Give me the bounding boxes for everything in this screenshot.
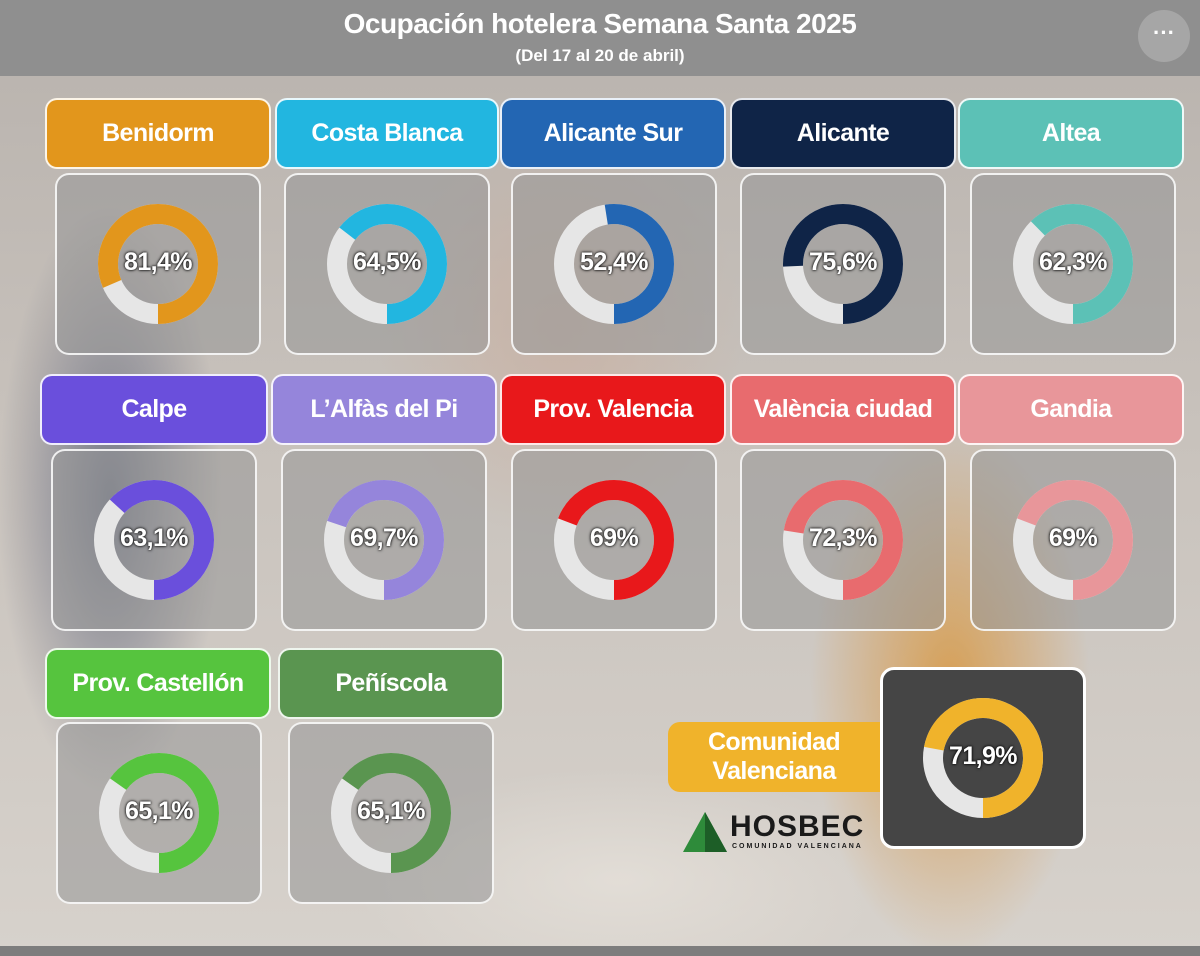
donut-slice (98, 204, 218, 324)
donut-slice (331, 753, 451, 873)
percentage-label: 64,5% (353, 248, 421, 276)
percentage-label: 72,3% (809, 524, 877, 552)
percentage-label: 65,1% (125, 797, 193, 825)
donut-slice (94, 480, 214, 600)
donut-slice (554, 204, 674, 324)
hosbec-logo: HOSBEC COMUNIDAD VALENCIANA (682, 808, 865, 858)
region-label: Prov. Castellón (45, 648, 271, 719)
donut-slice (1013, 204, 1133, 324)
region-label: Altea (958, 98, 1184, 169)
donut-slice (99, 753, 219, 873)
donut-chart (783, 204, 903, 324)
total-label-line1: Comunidad (707, 728, 841, 756)
percentage-label: 69,7% (350, 524, 418, 552)
donut-chart (923, 698, 1043, 818)
donut-panel: 69% (511, 449, 717, 631)
donut-panel: 64,5% (284, 173, 490, 355)
donut-chart (1013, 480, 1133, 600)
region-label: Costa Blanca (275, 98, 499, 169)
header-bar: Ocupación hotelera Semana Santa 2025 (De… (0, 0, 1200, 76)
donut-panel: 69,7% (281, 449, 487, 631)
donut-slice (923, 698, 1043, 818)
percentage-label: 69% (589, 524, 639, 552)
region-label: València ciudad (730, 374, 956, 445)
logo-triangle-icon (683, 812, 727, 852)
percentage-label: 65,1% (357, 797, 425, 825)
donut-panel: 63,1% (51, 449, 257, 631)
percentage-label: 52,4% (580, 248, 648, 276)
more-options-button[interactable]: ··· (1138, 10, 1190, 62)
region-label: L’Alfàs del Pi (271, 374, 497, 445)
donut-chart (327, 204, 447, 324)
total-label-line2: Valenciana (712, 757, 836, 785)
donut-chart (554, 204, 674, 324)
donut-chart (554, 480, 674, 600)
region-label: Alicante Sur (500, 98, 726, 169)
percentage-label: 81,4% (124, 248, 192, 276)
donut-panel: 62,3% (970, 173, 1176, 355)
chart-subtitle: (Del 17 al 20 de abril) (515, 46, 685, 65)
donut-chart (98, 204, 218, 324)
region-label: Benidorm (45, 98, 271, 169)
total-label: Comunidad Valenciana (668, 722, 880, 792)
donut-slice (327, 204, 447, 324)
region-label: Calpe (40, 374, 268, 445)
chart-title: Ocupación hotelera Semana Santa 2025 (343, 8, 857, 39)
donut-slice (324, 480, 444, 600)
region-label: Alicante (730, 98, 956, 169)
percentage-label: 62,3% (1039, 248, 1107, 276)
donut-panel: 72,3% (740, 449, 946, 631)
bottom-bar (0, 946, 1200, 956)
donut-panel: 69% (970, 449, 1176, 631)
donut-slice (783, 480, 903, 600)
percentage-label: 71,9% (949, 742, 1017, 770)
logo-text: HOSBEC (730, 810, 865, 843)
donut-slice (554, 480, 674, 600)
total-donut-panel: 71,9% (880, 667, 1086, 849)
donut-panel: 65,1% (288, 722, 494, 904)
donut-slice (783, 204, 903, 324)
donut-panel: 81,4% (55, 173, 261, 355)
region-label: Gandia (958, 374, 1184, 445)
donut-chart (783, 480, 903, 600)
region-label: Prov. Valencia (500, 374, 726, 445)
donut-chart (331, 753, 451, 873)
percentage-label: 75,6% (809, 248, 877, 276)
donut-slice (1013, 480, 1133, 600)
donut-panel: 65,1% (56, 722, 262, 904)
donut-panel: 75,6% (740, 173, 946, 355)
percentage-label: 69% (1048, 524, 1098, 552)
donut-chart (324, 480, 444, 600)
donut-panel: 52,4% (511, 173, 717, 355)
percentage-label: 63,1% (120, 524, 188, 552)
donut-chart (99, 753, 219, 873)
donut-chart (1013, 204, 1133, 324)
logo-subtext: COMUNIDAD VALENCIANA (732, 843, 863, 850)
donut-chart (94, 480, 214, 600)
region-label: Peñíscola (278, 648, 504, 719)
